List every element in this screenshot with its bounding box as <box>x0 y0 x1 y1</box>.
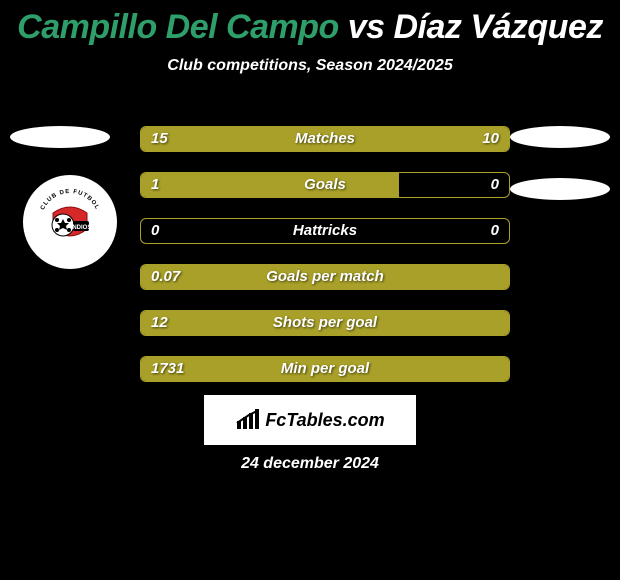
branding-text: FcTables.com <box>265 410 384 431</box>
stat-label: Goals <box>141 173 509 197</box>
stat-row: 0Hattricks0 <box>140 218 510 244</box>
stat-value-right: 10 <box>482 127 499 151</box>
date-label: 24 december 2024 <box>0 455 620 473</box>
player-right-name: Díaz Vázquez <box>393 8 602 46</box>
logo-label: INDIOS <box>71 225 92 231</box>
chart-icon <box>235 409 261 431</box>
stat-label: Matches <box>141 127 509 151</box>
stat-label: Min per goal <box>141 357 509 381</box>
decorative-ellipse <box>510 126 610 148</box>
season-subtitle: Club competitions, Season 2024/2025 <box>0 57 620 75</box>
stat-row: 12Shots per goal <box>140 310 510 336</box>
decorative-ellipse <box>510 178 610 200</box>
stat-row: 1Goals0 <box>140 172 510 198</box>
stat-row: 0.07Goals per match <box>140 264 510 290</box>
team-logo: CLUB DE FUTBOL INDIOS <box>23 175 117 269</box>
player-left-name: Campillo Del Campo <box>17 8 339 46</box>
stat-label: Hattricks <box>141 219 509 243</box>
team-logo-inner: CLUB DE FUTBOL INDIOS <box>33 185 107 259</box>
stat-label: Shots per goal <box>141 311 509 335</box>
branding-box: FcTables.com <box>204 395 416 445</box>
stats-container: 15Matches101Goals00Hattricks00.07Goals p… <box>140 126 510 402</box>
stat-label: Goals per match <box>141 265 509 289</box>
vs-separator: vs <box>339 8 394 46</box>
stat-row: 15Matches10 <box>140 126 510 152</box>
stat-row: 1731Min per goal <box>140 356 510 382</box>
decorative-ellipse <box>10 126 110 148</box>
stat-value-right: 0 <box>491 173 499 197</box>
stat-value-right: 0 <box>491 219 499 243</box>
comparison-title: Campillo Del Campo vs Díaz Vázquez <box>0 0 620 47</box>
